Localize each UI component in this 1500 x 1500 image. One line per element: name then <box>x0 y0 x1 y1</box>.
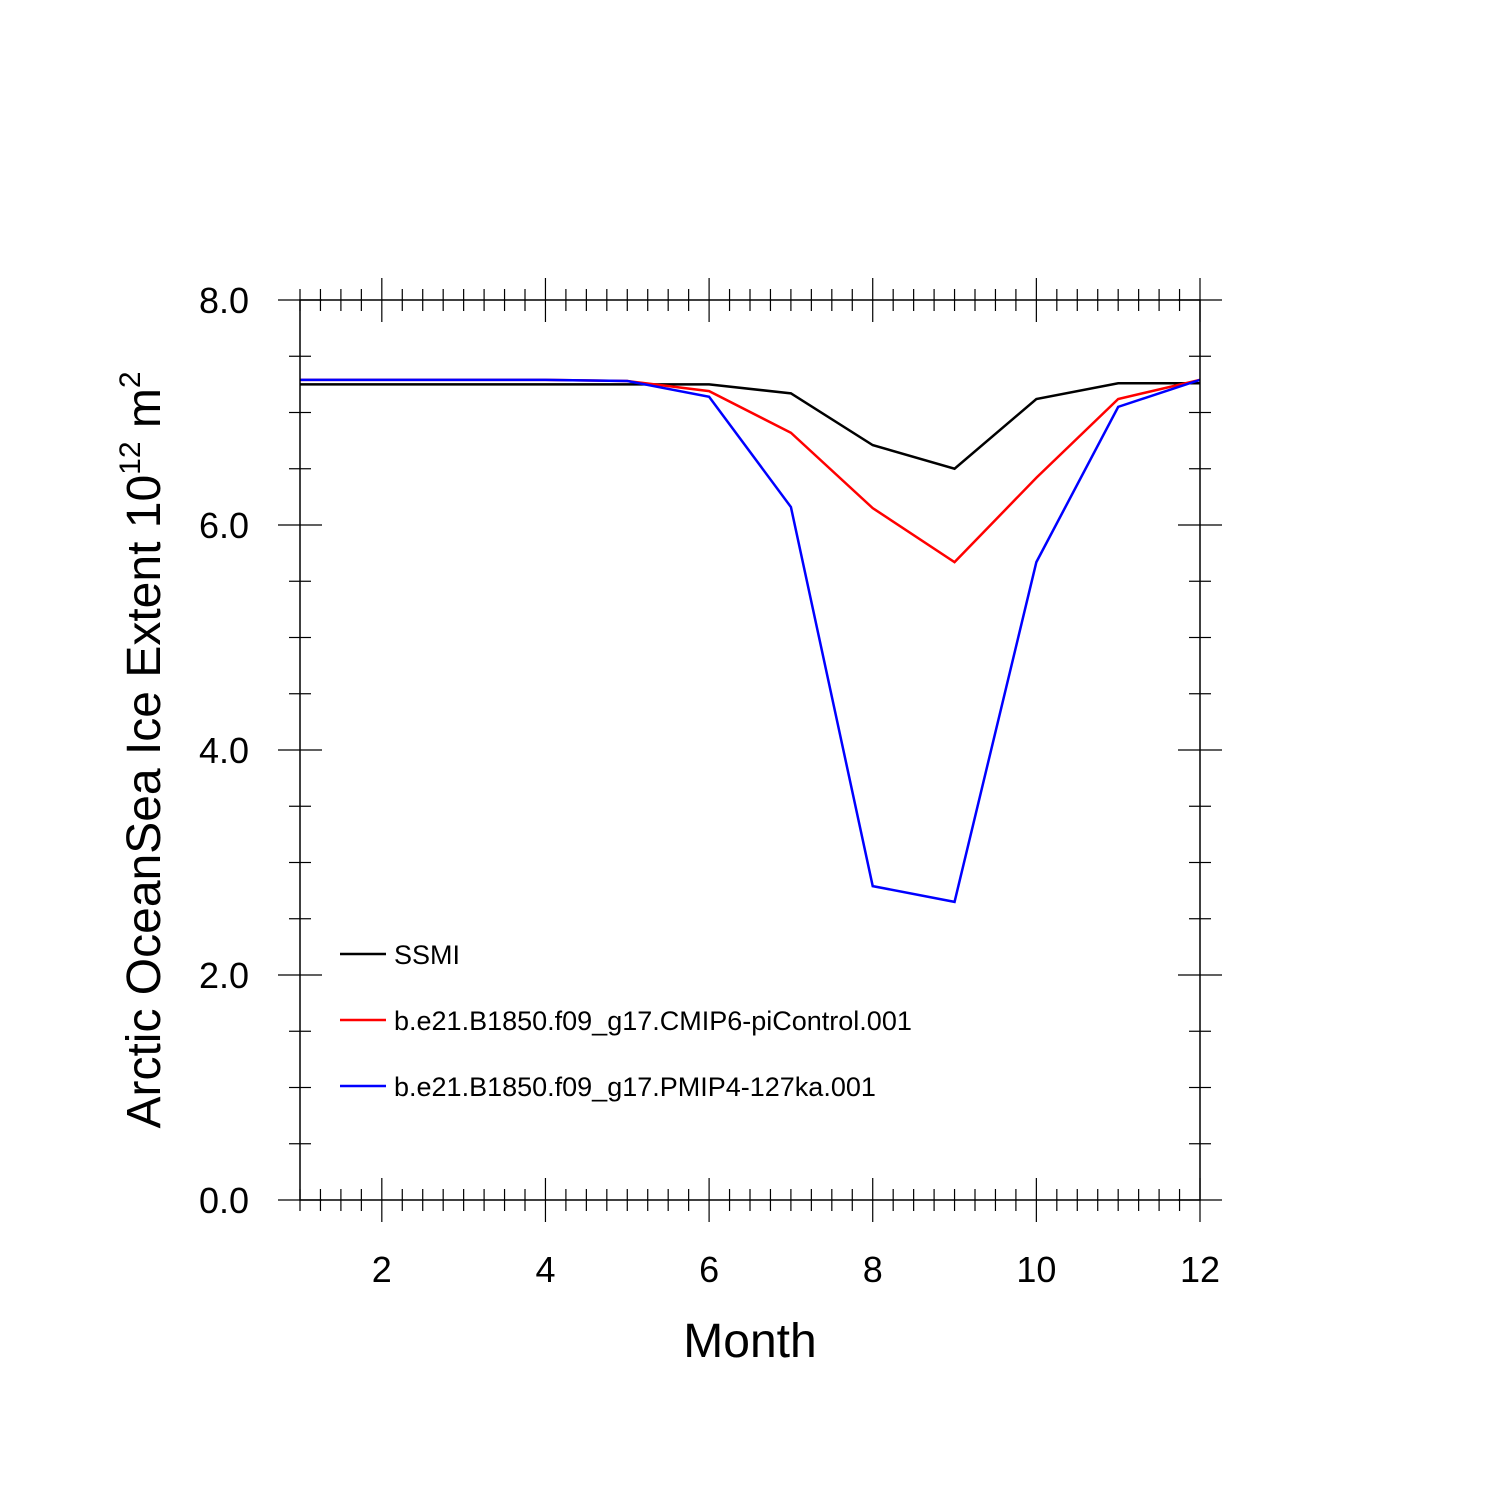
y-axis-title: Arctic OceanSea Ice Extent 1012 m2 <box>114 371 171 1128</box>
y-axis-title-unit: m <box>118 388 171 441</box>
y-axis-title-unit-exponent: 2 <box>114 371 147 388</box>
x-tick-label: 4 <box>535 1249 555 1290</box>
y-axis-title-text: Arctic OceanSea Ice Extent 10 <box>118 475 171 1129</box>
series-line-2 <box>300 378 1201 564</box>
x-tick-label: 6 <box>699 1249 719 1290</box>
x-tick-label: 2 <box>372 1249 392 1290</box>
legend-label: b.e21.B1850.f09_g17.PMIP4-127ka.001 <box>394 1072 876 1102</box>
x-tick-label: 8 <box>863 1249 883 1290</box>
y-tick-label: 4.0 <box>199 730 249 771</box>
series-lines <box>300 378 1201 904</box>
y-tick-label: 6.0 <box>199 505 249 546</box>
legend: SSMI b.e21.B1850.f09_g17.CMIP6-piControl.… <box>340 940 912 1102</box>
series-line-1 <box>300 382 1200 471</box>
series-line-3 <box>300 378 1201 904</box>
x-tick-label: 10 <box>1016 1249 1056 1290</box>
x-axis-title: Month <box>683 1315 816 1368</box>
y-tick-label: 0.0 <box>199 1180 249 1221</box>
legend-label: SSMI <box>394 940 460 970</box>
plot-frame <box>299 299 1201 1201</box>
y-tick-label: 8.0 <box>199 280 249 321</box>
x-tick-label: 12 <box>1180 1249 1220 1290</box>
axis-tick-labels: 2 4 6 8 10 12 0.0 2.0 4.0 6.0 8.0 <box>199 280 1220 1290</box>
legend-label: b.e21.B1850.f09_g17.CMIP6-piControl.001 <box>394 1006 912 1036</box>
y-axis-title-exponent: 12 <box>114 441 147 474</box>
y-tick-label: 2.0 <box>199 955 249 996</box>
